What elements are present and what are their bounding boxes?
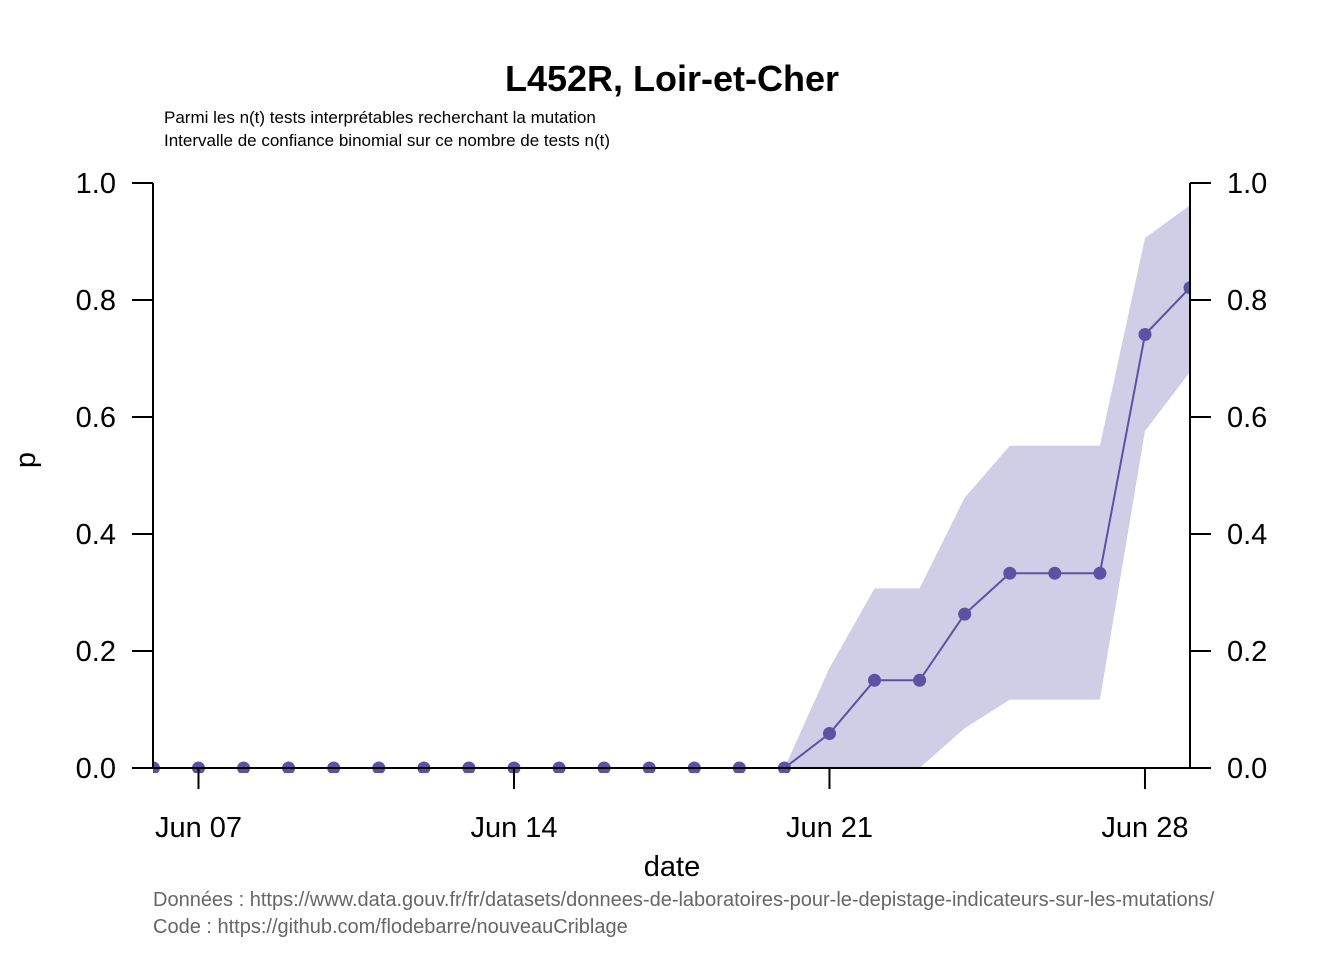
x-tick-label: Jun 14: [470, 812, 557, 844]
y-tick-label-left: 1.0: [76, 168, 116, 200]
y-ticks: 0.0 0.0 0.2 0.2 0.4 0.4 0.6 0.6 0.8 0.8 1.0 1.0: [76, 168, 1268, 785]
y-tick-label-left: 0.6: [76, 402, 116, 434]
y-tick-label-left: 0.4: [76, 519, 116, 551]
data-point: [913, 673, 927, 687]
data-point: [823, 727, 836, 740]
y-tick-label-right: 0.2: [1227, 636, 1267, 668]
data-point: [958, 607, 972, 621]
y-tick-label-left: 0.0: [76, 753, 116, 785]
y-tick-label-right: 0.8: [1227, 285, 1267, 317]
data-point: [1138, 328, 1152, 341]
y-tick-label-left: 0.2: [76, 636, 116, 668]
x-tick-label: Jun 07: [155, 812, 242, 844]
x-ticks: Jun 07 Jun 14 Jun 21 Jun 28: [155, 768, 1189, 844]
chart-subtitle-1: Parmi les n(t) tests interprétables rech…: [164, 108, 596, 127]
chart-subtitle-2: Intervalle de confiance binomial sur ce …: [164, 131, 610, 150]
y-tick-label-right: 0.0: [1227, 753, 1267, 785]
data-point: [1183, 281, 1190, 295]
y-tick-label-right: 1.0: [1227, 168, 1267, 200]
x-tick-label: Jun 21: [786, 812, 873, 844]
data-point: [1048, 566, 1062, 580]
data-point: [1003, 566, 1017, 580]
data-source-caption: Données : https://www.data.gouv.fr/fr/da…: [153, 889, 1215, 911]
data-point: [1093, 566, 1107, 580]
data-point: [868, 673, 881, 687]
y-tick-label-right: 0.6: [1227, 402, 1267, 434]
y-tick-label-left: 0.8: [76, 285, 116, 317]
confidence-band: [153, 205, 1190, 768]
y-axis-label: p: [10, 452, 42, 468]
chart-title: L452R, Loir-et-Cher: [505, 58, 839, 99]
x-tick-label: Jun 28: [1101, 812, 1188, 844]
x-axis-label: date: [644, 851, 700, 883]
y-tick-label-right: 0.4: [1227, 519, 1267, 551]
code-source-caption: Code : https://github.com/flodebarre/nou…: [153, 916, 628, 938]
confidence-band-area: [153, 205, 1190, 768]
